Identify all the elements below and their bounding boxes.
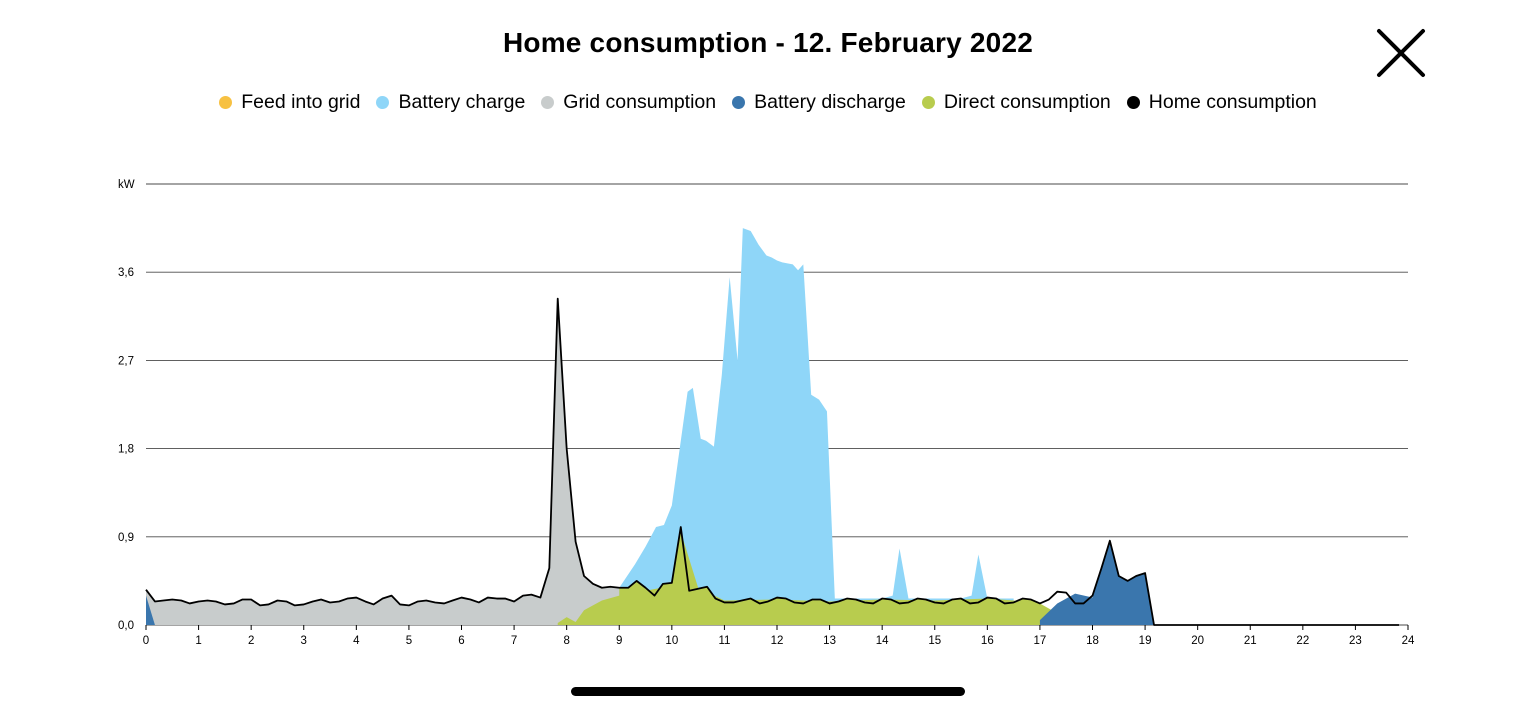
x-tick-label: 18 bbox=[1086, 635, 1099, 647]
legend-item-battery-discharge[interactable]: Battery discharge bbox=[732, 91, 906, 114]
area-battery-discharge-morning bbox=[146, 595, 155, 625]
y-tick-label: 0,9 bbox=[118, 532, 134, 544]
legend-label-home-consumption: Home consumption bbox=[1148, 91, 1317, 113]
x-tick-label: 15 bbox=[928, 635, 941, 647]
x-tick-label: 10 bbox=[665, 635, 678, 647]
close-button[interactable] bbox=[1372, 24, 1430, 82]
chart-legend: Feed into grid Battery charge Grid consu… bbox=[0, 91, 1536, 114]
x-tick-label: 13 bbox=[823, 635, 836, 647]
x-tick-label: 19 bbox=[1139, 635, 1152, 647]
area-battery-charge bbox=[619, 228, 1014, 625]
legend-label-battery-discharge: Battery discharge bbox=[754, 91, 906, 113]
legend-label-direct-consumption: Direct consumption bbox=[943, 91, 1111, 113]
close-icon bbox=[1377, 29, 1425, 77]
y-axis-label: kW bbox=[118, 179, 135, 191]
area-battery-discharge-evening bbox=[1039, 540, 1155, 625]
x-tick-label: 12 bbox=[771, 635, 784, 647]
y-tick-label: 2,7 bbox=[118, 355, 134, 367]
legend-dot-feed-into-grid bbox=[219, 96, 233, 109]
legend-item-grid-consumption[interactable]: Grid consumption bbox=[541, 91, 716, 114]
x-tick-label: 8 bbox=[563, 635, 569, 647]
x-tick-label: 20 bbox=[1191, 635, 1204, 647]
x-tick-label: 5 bbox=[406, 635, 412, 647]
legend-item-direct-consumption[interactable]: Direct consumption bbox=[921, 91, 1111, 114]
x-tick-label: 4 bbox=[353, 635, 360, 647]
area-direct-consumption-upper bbox=[619, 527, 1040, 625]
x-tick-label: 17 bbox=[1034, 635, 1047, 647]
y-tick-label: 1,8 bbox=[118, 444, 134, 456]
x-tick-label: 1 bbox=[195, 635, 201, 647]
legend-item-battery-charge[interactable]: Battery charge bbox=[376, 91, 525, 114]
legend-label-battery-charge: Battery charge bbox=[398, 91, 526, 113]
area-grid-consumption bbox=[146, 298, 629, 625]
x-tick-label: 2 bbox=[248, 635, 254, 647]
x-tick-label: 16 bbox=[981, 635, 994, 647]
x-tick-label: 21 bbox=[1244, 635, 1257, 647]
y-tick-label: 0,0 bbox=[118, 620, 134, 632]
legend-dot-direct-consumption bbox=[921, 96, 935, 109]
x-tick-label: 23 bbox=[1349, 635, 1362, 647]
legend-item-feed-into-grid[interactable]: Feed into grid bbox=[219, 91, 360, 114]
x-tick-label: 3 bbox=[301, 635, 307, 647]
legend-dot-grid-consumption bbox=[541, 96, 555, 109]
x-tick-label: 24 bbox=[1402, 635, 1415, 647]
legend-label-feed-into-grid: Feed into grid bbox=[241, 91, 361, 113]
x-tick-label: 7 bbox=[511, 635, 517, 647]
legend-item-home-consumption[interactable]: Home consumption bbox=[1126, 91, 1317, 114]
legend-dot-home-consumption bbox=[1126, 96, 1140, 109]
x-tick-label: 6 bbox=[458, 635, 464, 647]
chart-title: Home consumption - 12. February 2022 bbox=[502, 27, 1033, 58]
y-tick-label: 3,6 bbox=[118, 267, 134, 279]
x-tick-label: 14 bbox=[876, 635, 889, 647]
x-tick-label: 0 bbox=[143, 635, 149, 647]
x-tick-label: 9 bbox=[616, 635, 622, 647]
legend-dot-battery-charge bbox=[376, 96, 390, 109]
x-tick-label: 11 bbox=[718, 635, 730, 647]
legend-dot-battery-discharge bbox=[732, 96, 746, 109]
line-home-consumption bbox=[145, 297, 1400, 626]
legend-label-grid-consumption: Grid consumption bbox=[563, 91, 717, 113]
home-indicator-bar[interactable] bbox=[571, 687, 965, 696]
x-tick-label: 22 bbox=[1296, 635, 1309, 647]
